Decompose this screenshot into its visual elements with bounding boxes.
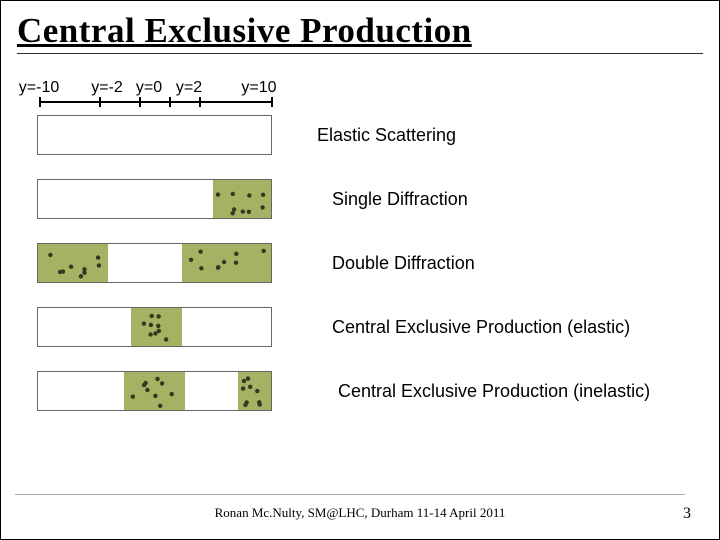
diagram-rows: Elastic Scattering Single Diffraction Doub… — [37, 115, 650, 435]
axis-label: y=10 — [241, 79, 276, 97]
activity-region — [131, 308, 182, 346]
particle-dots — [38, 244, 109, 284]
page-title: Central Exclusive Production — [17, 11, 703, 51]
activity-region — [238, 372, 271, 410]
rapidity-box — [37, 307, 272, 347]
diagram-row: Double Diffraction — [37, 243, 650, 283]
diagram-row: Central Exclusive Production (inelastic) — [37, 371, 650, 411]
row-label: Single Diffraction — [332, 189, 468, 210]
axis-tick — [271, 97, 273, 107]
activity-region — [213, 180, 271, 218]
particle-dots — [213, 180, 272, 220]
axis-tick — [99, 97, 101, 107]
activity-region — [124, 372, 185, 410]
axis-label: y=0 — [136, 79, 162, 97]
row-label: Central Exclusive Production (inelastic) — [338, 381, 650, 402]
diagram-row: Elastic Scattering — [37, 115, 650, 155]
particle-dots — [131, 308, 183, 348]
particle-dots — [238, 372, 271, 412]
diagram-row: Single Diffraction — [37, 179, 650, 219]
rapidity-box — [37, 179, 272, 219]
row-label: Double Diffraction — [332, 253, 475, 274]
title-container: Central Exclusive Production — [17, 11, 703, 54]
activity-region — [38, 244, 108, 282]
row-label: Elastic Scattering — [317, 125, 456, 146]
footer-rule — [15, 494, 685, 495]
axis-tick — [39, 97, 41, 107]
axis-line — [39, 101, 271, 103]
diagram-row: Central Exclusive Production (elastic) — [37, 307, 650, 347]
axis-tick — [169, 97, 171, 107]
particle-dots — [124, 372, 185, 412]
axis-label: y=2 — [176, 79, 202, 97]
axis-tick — [199, 97, 201, 107]
particle-dots — [182, 244, 271, 284]
row-label: Central Exclusive Production (elastic) — [332, 317, 630, 338]
axis-tick — [139, 97, 141, 107]
axis-label: y=-2 — [91, 79, 123, 97]
rapidity-box — [37, 115, 272, 155]
rapidity-box — [37, 243, 272, 283]
footer-text: Ronan Mc.Nulty, SM@LHC, Durham 11-14 Apr… — [1, 505, 719, 521]
activity-region — [182, 244, 271, 282]
page-number: 3 — [683, 505, 691, 523]
axis-label: y=-10 — [19, 79, 59, 97]
rapidity-box — [37, 371, 272, 411]
